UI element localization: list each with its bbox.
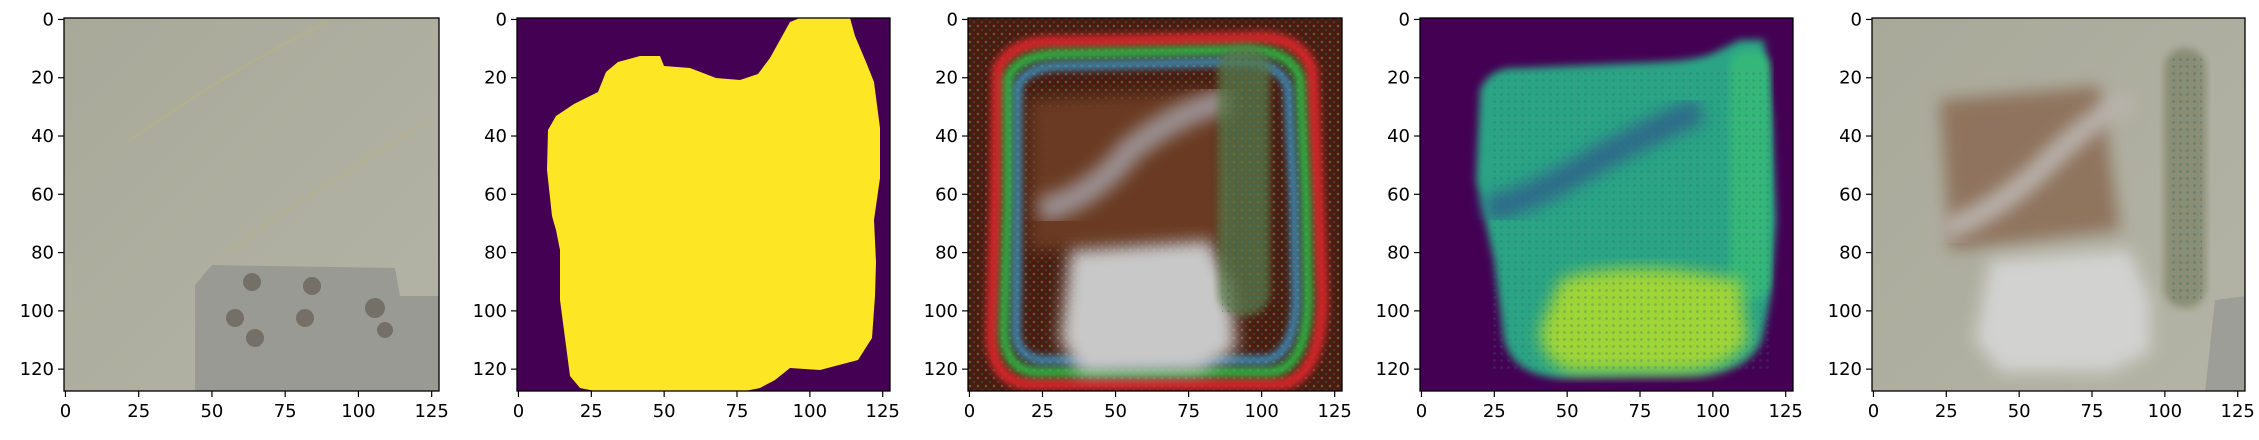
- x-tick-label: 125: [414, 401, 448, 422]
- y-tick-label: 120: [1376, 359, 1410, 380]
- x-tick-label: 25: [1935, 401, 1958, 422]
- blended-white-block: [1975, 250, 2150, 372]
- y-tick-label: 80: [31, 243, 54, 264]
- y-tick-label: 100: [473, 301, 507, 322]
- y-tick-label: 80: [935, 243, 958, 264]
- input-image-streak: [229, 119, 431, 251]
- tick-layer: 0 25 50 75 100 125 0 20 40 60 80 100 120 0 25 50 75 100 12…: [20, 9, 2255, 422]
- input-image-objects: [226, 273, 393, 347]
- x-tick-label: 75: [274, 401, 297, 422]
- panel-generated-channel: [1420, 18, 1793, 391]
- x-tick-label: 25: [1031, 401, 1054, 422]
- y-tick-label: 40: [484, 126, 507, 147]
- y-tick-label: 60: [484, 184, 507, 205]
- axes-frame: [1419, 17, 1794, 392]
- blended-right-column-pattern: [2168, 56, 2202, 302]
- y-tick-label: 0: [43, 9, 54, 30]
- y-tick-label: 40: [935, 126, 958, 147]
- y-tick-label: 0: [947, 9, 958, 30]
- x-tick-label: 75: [1177, 401, 1200, 422]
- generated-rainbow-border-green: [999, 45, 1313, 377]
- axes-frame: [516, 17, 891, 392]
- blended-light-band: [1941, 90, 2136, 241]
- x-tick-label: 50: [1104, 401, 1127, 422]
- y-tick-label: 100: [1376, 301, 1410, 322]
- axes-frame: [63, 17, 440, 392]
- x-tick-label: 125: [2221, 401, 2255, 422]
- mask-foreground: [547, 18, 880, 391]
- x-tick-label: 75: [2081, 401, 2104, 422]
- y-tick-label: 0: [1851, 9, 1862, 30]
- x-tick-label: 100: [341, 401, 375, 422]
- y-tick-label: 100: [20, 301, 54, 322]
- x-tick-label: 125: [1318, 401, 1352, 422]
- y-tick-label: 80: [1839, 243, 1862, 264]
- y-tick-label: 60: [31, 184, 54, 205]
- x-tick-label: 50: [2008, 401, 2031, 422]
- channel-texture: [1490, 70, 1770, 370]
- x-tick-label: 0: [60, 401, 71, 422]
- y-tick-label: 0: [1399, 9, 1410, 30]
- x-tick-label: 50: [1556, 401, 1579, 422]
- generated-right-column-pattern: [1222, 52, 1266, 312]
- x-tick-label: 0: [513, 401, 524, 422]
- x-tick-label: 25: [580, 401, 603, 422]
- x-tick-label: 125: [1769, 401, 1803, 422]
- generated-white-block: [1060, 240, 1236, 374]
- generated-rainbow-border-cyan: [1012, 58, 1300, 364]
- axes-frame: [1871, 17, 2246, 392]
- x-tick-label: 25: [1483, 401, 1506, 422]
- x-tick-label: 0: [964, 401, 975, 422]
- y-tick-label: 60: [1839, 184, 1862, 205]
- x-tick-label: 100: [2148, 401, 2182, 422]
- y-tick-label: 120: [1828, 359, 1862, 380]
- y-tick-label: 40: [1839, 126, 1862, 147]
- panel-blended-image: [1872, 18, 2245, 391]
- x-tick-label: 50: [200, 401, 223, 422]
- y-tick-label: 20: [31, 68, 54, 89]
- y-tick-label: 60: [1387, 184, 1410, 205]
- y-tick-label: 0: [496, 9, 507, 30]
- x-tick-label: 125: [866, 401, 900, 422]
- y-tick-label: 80: [484, 243, 507, 264]
- x-tick-label: 100: [1244, 401, 1278, 422]
- y-tick-label: 20: [484, 68, 507, 89]
- axes-frame: [967, 17, 1343, 392]
- x-tick-label: 75: [1629, 401, 1652, 422]
- y-tick-label: 20: [935, 68, 958, 89]
- y-tick-label: 100: [924, 301, 958, 322]
- x-tick-label: 0: [1868, 401, 1879, 422]
- blended-block-corner: [2205, 296, 2245, 391]
- y-tick-label: 120: [20, 359, 54, 380]
- y-tick-label: 40: [1387, 126, 1410, 147]
- x-tick-label: 75: [726, 401, 749, 422]
- x-tick-label: 25: [127, 401, 150, 422]
- panel-generated-image: [968, 18, 1342, 391]
- y-tick-label: 120: [473, 359, 507, 380]
- y-tick-label: 60: [935, 184, 958, 205]
- y-tick-label: 80: [1387, 243, 1410, 264]
- x-tick-label: 50: [653, 401, 676, 422]
- y-tick-label: 120: [924, 359, 958, 380]
- input-image-streak: [129, 19, 331, 141]
- generated-light-band: [1037, 87, 1233, 223]
- x-tick-label: 0: [1416, 401, 1427, 422]
- generated-rainbow-border-red: [985, 31, 1329, 390]
- y-tick-label: 20: [1387, 68, 1410, 89]
- input-image-block: [195, 265, 439, 391]
- panel-mask: [517, 18, 890, 391]
- x-tick-label: 100: [793, 401, 827, 422]
- y-tick-label: 20: [1839, 68, 1862, 89]
- panel-input-image: [64, 18, 439, 391]
- y-tick-label: 40: [31, 126, 54, 147]
- x-tick-label: 100: [1696, 401, 1730, 422]
- y-tick-label: 100: [1828, 301, 1862, 322]
